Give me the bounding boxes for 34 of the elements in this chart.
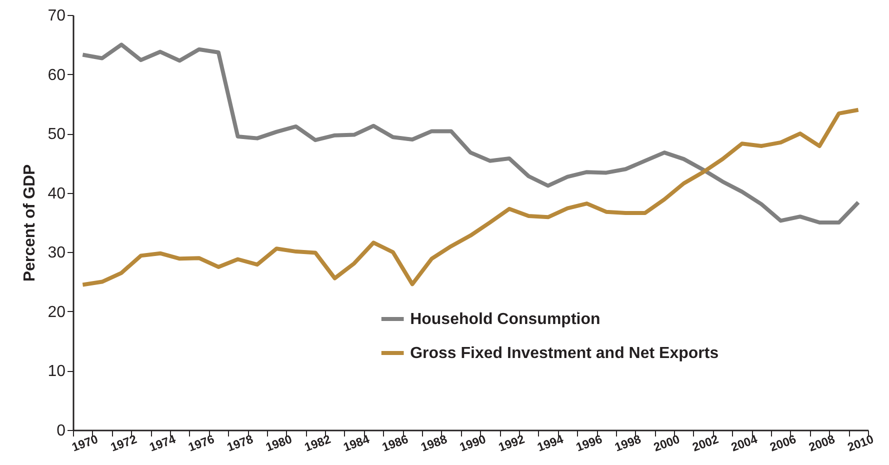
x-tick-label: 2008 xyxy=(806,432,837,454)
x-tick-label: 1984 xyxy=(341,432,372,454)
x-tick-label: 1970 xyxy=(70,432,100,454)
x-tick-label: 2004 xyxy=(729,432,760,454)
x-tick-label: 1974 xyxy=(148,432,178,454)
x-tick-label: 1976 xyxy=(186,432,216,454)
y-tick-label: 10 xyxy=(48,363,66,380)
x-tick-label: 1972 xyxy=(108,432,139,454)
x-tick-label: 1994 xyxy=(535,432,566,454)
x-tick-label: 1988 xyxy=(418,432,450,454)
x-tick-label: 2006 xyxy=(768,432,798,454)
x-tick-label: 1986 xyxy=(380,432,410,454)
y-tick-label: 20 xyxy=(48,304,66,321)
x-tick-label: 1980 xyxy=(264,432,294,454)
legend-label: Gross Fixed Investment and Net Exports xyxy=(410,345,719,362)
x-tick-label: 1992 xyxy=(496,432,527,454)
x-tick-label: 2000 xyxy=(652,432,682,454)
x-tick-label: 1998 xyxy=(612,432,644,454)
legend-label: Household Consumption xyxy=(410,311,600,328)
y-tick-label: 70 xyxy=(48,8,66,24)
x-tick-label: 2010 xyxy=(846,432,876,454)
x-tick-label: 1996 xyxy=(574,432,604,454)
x-tick-label: 1978 xyxy=(225,432,256,454)
y-tick-label: 40 xyxy=(48,185,66,202)
y-axis-title: Percent of GDP xyxy=(22,164,39,282)
line-series xyxy=(80,108,860,287)
x-tick-label: 2002 xyxy=(690,432,721,454)
y-tick-label: 60 xyxy=(48,66,66,84)
y-tick-label: 50 xyxy=(48,126,66,144)
x-tick-label: 1982 xyxy=(302,432,333,454)
y-tick-label: 30 xyxy=(48,244,66,262)
y-tick-label: 0 xyxy=(56,422,66,440)
x-tick-label: 1990 xyxy=(458,432,488,454)
line-series xyxy=(80,42,860,224)
